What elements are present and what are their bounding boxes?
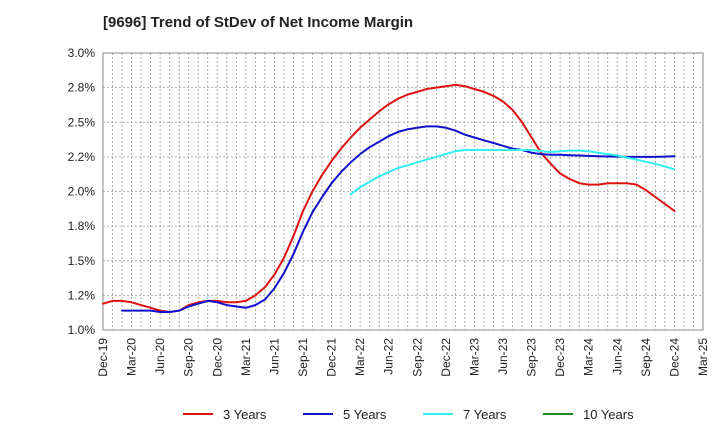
legend: 3 Years 5 Years 7 Years 10 Years: [183, 407, 634, 422]
x-tick-label: Sep-22: [410, 338, 424, 377]
x-tick-label: Mar-22: [353, 338, 367, 376]
legend-label-4: 10 Years: [583, 407, 634, 422]
y-tick-label: 2.0%: [68, 185, 96, 199]
legend-label-1: 3 Years: [223, 407, 267, 422]
x-tick-label: Mar-21: [239, 338, 253, 376]
x-tick-label: Dec-19: [96, 338, 110, 377]
x-tick-label: Sep-21: [296, 338, 310, 377]
x-tick-label: Jun-21: [267, 338, 281, 375]
y-tick-label: 2.2%: [68, 150, 96, 164]
y-tick-label: 1.5%: [68, 254, 96, 268]
y-tick-label: 2.8%: [68, 81, 96, 95]
y-tick-label: 3.0%: [68, 46, 96, 60]
x-tick-label: Mar-23: [467, 338, 481, 376]
series-line-1: [102, 83, 676, 313]
x-tick-label: Dec-24: [667, 338, 681, 377]
y-tick-label: 1.0%: [68, 323, 96, 337]
plot-area: [102, 52, 704, 331]
y-tick-label: 2.5%: [68, 115, 96, 129]
y-tick-label: 1.8%: [68, 219, 96, 233]
x-tick-label: Sep-23: [525, 338, 539, 377]
x-axis: Dec-19 Mar-20 Jun-20 Sep-20 Dec-20 Mar-21 Jun-…: [96, 338, 710, 377]
x-tick-label: Dec-20: [210, 338, 224, 377]
x-tick-label: Dec-22: [439, 338, 453, 377]
chart-title: [9696] Trend of StDev of Net Income Marg…: [103, 14, 414, 31]
x-tick-label: Mar-25: [696, 338, 710, 376]
x-tick-label: Mar-20: [125, 338, 139, 376]
legend-label-2: 5 Years: [343, 407, 387, 422]
y-tick-label: 1.2%: [68, 288, 96, 302]
y-axis: 1.0% 1.2% 1.5% 1.8% 2.0% 2.2% 2.5% 2.8% 3.0%: [68, 46, 96, 337]
series-lines: [102, 83, 676, 313]
series-line-2: [121, 125, 676, 313]
x-tick-label: Sep-20: [182, 338, 196, 377]
series-line-3: [349, 149, 676, 196]
grid-lines: [102, 52, 704, 331]
x-tick-label: Jun-22: [382, 338, 396, 375]
x-tick-label: Dec-21: [325, 338, 339, 377]
x-tick-label: Jun-23: [496, 338, 510, 375]
x-tick-label: Sep-24: [639, 338, 653, 377]
x-tick-label: Mar-24: [582, 338, 596, 376]
legend-label-3: 7 Years: [463, 407, 507, 422]
x-tick-label: Jun-20: [153, 338, 167, 375]
x-tick-label: Jun-24: [610, 338, 624, 375]
x-tick-label: Dec-23: [553, 338, 567, 377]
